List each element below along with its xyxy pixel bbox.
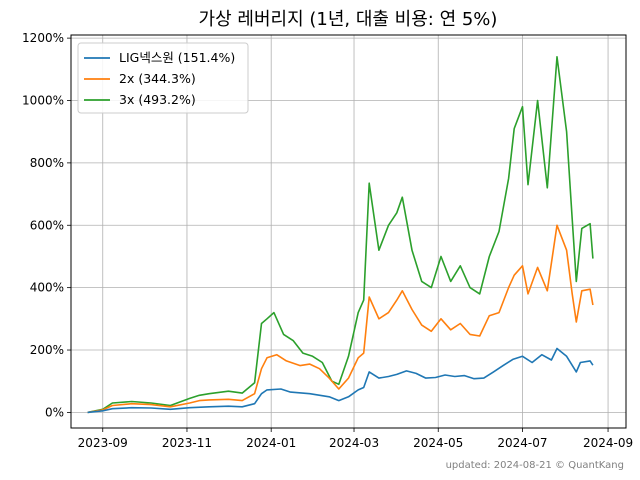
x-tick-label: 2023-11: [162, 436, 212, 450]
x-tick-label: 2024-03: [329, 436, 379, 450]
y-tick-label: 800%: [30, 156, 64, 170]
plot-area-frame: [70, 34, 627, 429]
leverage-2x-line: [87, 224, 594, 414]
x-tick-label: 2024-05: [413, 436, 463, 450]
x-tick-label: 2023-09: [78, 436, 128, 450]
legend-label-3x: 3x (493.2%): [119, 92, 196, 107]
chart-title: 가상 레버리지 (1년, 대출 비용: 연 5%): [199, 9, 498, 30]
legend-label-lig: LIG넥스원 (151.4%): [119, 50, 235, 65]
y-tick-label: 400%: [30, 281, 64, 295]
x-tick-label: 2024-01: [246, 436, 296, 450]
lig-nex1-line: [87, 347, 594, 414]
series-lines: [87, 55, 594, 414]
y-tick-label: 200%: [30, 343, 64, 357]
x-tick-label: 2024-07: [497, 436, 547, 450]
y-tick-label: 0%: [45, 405, 64, 419]
legend: LIG넥스원 (151.4%) 2x (344.3%) 3x (493.2%): [77, 42, 249, 114]
legend-box: [77, 42, 249, 114]
footer-note: updated: 2024-08-21 © QuantKang: [446, 460, 624, 471]
axes: 0% 200% 400% 600% 800% 1000% 1200% 2023-09 2023-…: [22, 31, 633, 450]
legend-label-2x: 2x (344.3%): [119, 71, 196, 86]
y-tick-label: 1000%: [22, 94, 64, 108]
leverage-3x-line: [87, 55, 594, 414]
y-tick-label: 600%: [30, 218, 64, 232]
x-tick-label: 2024-09: [583, 436, 633, 450]
y-tick-label: 1200%: [22, 31, 64, 45]
